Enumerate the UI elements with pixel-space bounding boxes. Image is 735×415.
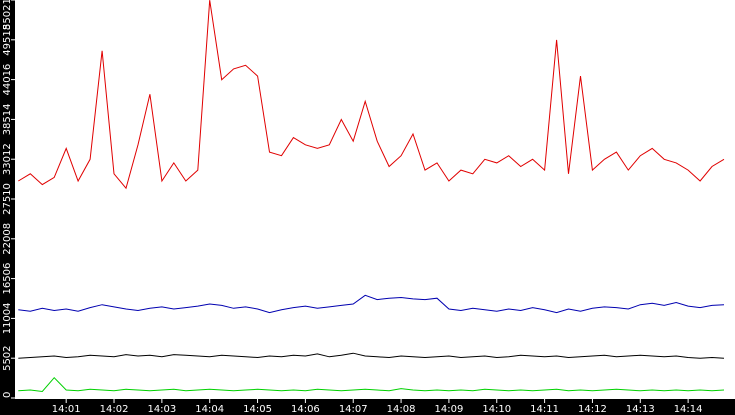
series-line: [18, 352, 725, 359]
y-tick-label: 16506: [2, 263, 13, 295]
y-tick-label: 27510: [2, 183, 13, 215]
y-tick-label: 38514: [2, 103, 13, 135]
y-tick-label: 22008: [2, 223, 13, 255]
x-tick-label: 14:10: [482, 404, 511, 415]
y-tick-label: 0: [2, 392, 13, 398]
x-tick-label: 14:12: [578, 404, 607, 415]
x-tick-label: 14:06: [291, 404, 320, 415]
y-tick-label: 55021: [2, 0, 13, 30]
x-tick-label: 14:02: [100, 404, 129, 415]
x-tick-label: 14:13: [626, 404, 655, 415]
y-tick-label: 49518: [2, 24, 13, 56]
series-line: [18, 294, 725, 314]
x-tick-label: 14:05: [243, 404, 272, 415]
y-tick-label: 11004: [2, 302, 13, 334]
series-line: [18, 0, 725, 190]
x-tick-label: 14:11: [530, 404, 559, 415]
x-tick-label: 14:07: [339, 404, 368, 415]
y-tick-label: 5502: [2, 345, 13, 370]
x-tick-label: 14:14: [674, 404, 703, 415]
x-tick-label: 14:08: [387, 404, 416, 415]
plot-area: [15, 0, 735, 399]
y-tick-label: 33012: [2, 143, 13, 175]
x-tick-label: 14:01: [52, 404, 81, 415]
x-tick-label: 14:04: [195, 404, 224, 415]
x-tick-label: 14:09: [434, 404, 463, 415]
series-line: [18, 376, 725, 393]
y-tick-label: 44016: [2, 64, 13, 96]
x-tick-label: 14:03: [147, 404, 176, 415]
